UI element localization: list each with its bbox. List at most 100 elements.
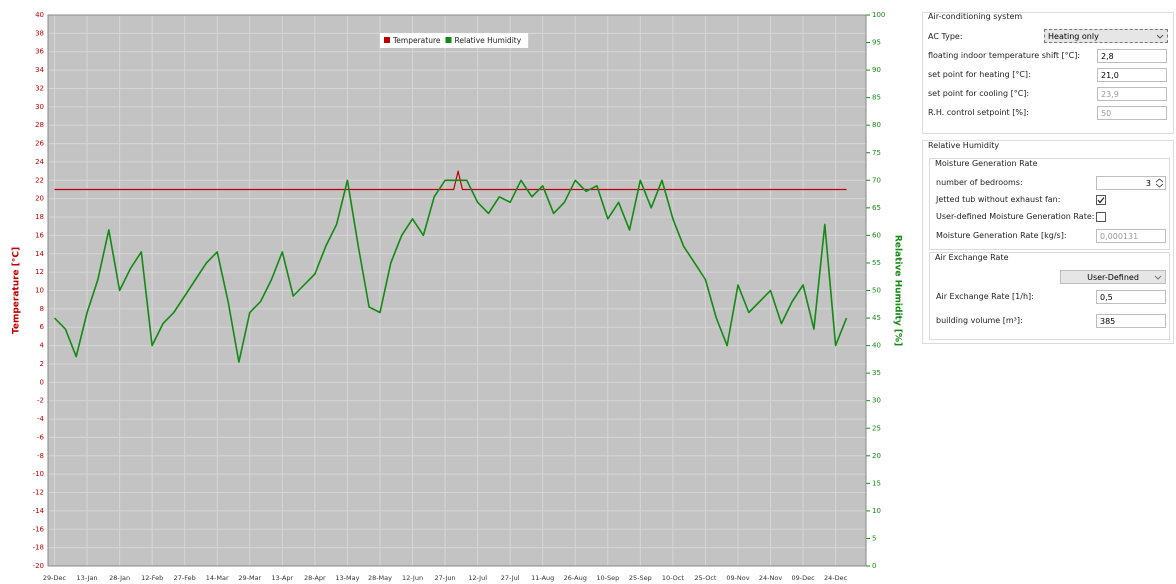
y-tick-label: 8 — [40, 305, 44, 313]
y-tick-label: 24 — [35, 158, 44, 166]
field-label: set point for heating [°C]: — [928, 70, 1031, 79]
group-title: Air-conditioning system — [928, 12, 1023, 21]
legend-label: Temperature — [392, 36, 441, 45]
y2-tick-label: 55 — [872, 259, 881, 267]
x-tick-label: 13-Apr — [271, 574, 293, 582]
y2-axis-title: Relative Humidity [%] — [893, 235, 903, 346]
field-label: floating indoor temperature shift [°C]: — [928, 51, 1081, 60]
air-exchange-group — [929, 252, 1170, 340]
field-label: AC Type: — [928, 32, 963, 41]
field-label: building volume [m³]: — [936, 316, 1023, 325]
plot-frame — [47, 14, 867, 567]
spinner-arrows — [1155, 178, 1164, 188]
dropdown[interactable]: User-Defined — [1060, 270, 1166, 284]
x-tick-label: 12-Jul — [468, 574, 487, 582]
x-tick-label: 27-Jun — [434, 574, 455, 582]
y-tick-label: -8 — [37, 452, 44, 460]
field-label: User-defined Moisture Generation Rate: — [936, 212, 1095, 221]
dropdown[interactable]: Heating only — [1044, 29, 1168, 43]
y2-tick-label: 5 — [872, 534, 876, 542]
group-title: Moisture Generation Rate — [935, 159, 1038, 168]
legend-swatch — [384, 37, 390, 43]
y2-tick-label: 85 — [872, 94, 881, 102]
y-tick-label: -4 — [37, 415, 45, 423]
y2-tick-label: 65 — [872, 204, 881, 212]
y2-tick-label: 70 — [872, 176, 881, 184]
group-title: Air Exchange Rate — [935, 253, 1009, 262]
x-tick-label: 24-Nov — [759, 574, 782, 582]
y-tick-label: 32 — [35, 84, 44, 92]
moisture-group — [929, 158, 1170, 250]
y-tick-label: 18 — [35, 213, 44, 221]
y2-tick-label: 40 — [872, 342, 881, 350]
text-input[interactable]: 23,9 — [1097, 87, 1167, 101]
checkbox[interactable] — [1096, 212, 1106, 222]
x-tick-label: 11-Aug — [531, 574, 554, 582]
y-tick-label: 2 — [40, 360, 44, 368]
rh-group — [922, 140, 1174, 344]
x-tick-label: 29-Mar — [238, 574, 261, 582]
legend-label: Relative Humidity — [455, 36, 522, 45]
x-tick-label: 12-Feb — [141, 574, 163, 582]
y2-tick-label: 80 — [872, 121, 881, 129]
legend-box — [380, 33, 529, 48]
dropdown-value: User-Defined — [1087, 273, 1139, 282]
chart: 29-Dec 13-Jan 28-Jan 12-Feb 27-Feb 14-Mar 29-M… — [12, 11, 903, 582]
text-input[interactable]: 0,5 — [1096, 290, 1166, 304]
y2-tick-label: 35 — [872, 369, 881, 377]
y-tick-label: -14 — [33, 507, 45, 515]
x-tick-label: 09-Nov — [726, 574, 749, 582]
x-tick-label: 13-May — [335, 574, 359, 582]
x-tick-label: 25-Sep — [629, 574, 652, 582]
text-input[interactable]: 0,000131 — [1096, 229, 1166, 243]
y-tick-label: 26 — [35, 140, 44, 148]
checkbox[interactable] — [1096, 195, 1106, 205]
y-tick-label: 36 — [35, 48, 44, 56]
y-tick-label: 30 — [35, 103, 44, 111]
ac-group — [922, 12, 1174, 134]
field-label: Moisture Generation Rate [kg/s]: — [936, 231, 1067, 240]
y-tick-label: 20 — [35, 195, 44, 203]
x-tick-label: 09-Dec — [791, 574, 815, 582]
field-label: number of bedrooms: — [936, 178, 1023, 187]
y2-tick-label: 60 — [872, 231, 881, 239]
text-input[interactable]: 385 — [1096, 314, 1166, 328]
x-tick-label: 25-Oct — [694, 574, 716, 582]
y-tick-label: 34 — [35, 66, 44, 74]
y2-tick-label: 75 — [872, 149, 881, 157]
y-tick-label: -10 — [33, 470, 44, 478]
y2-tick-label: 45 — [872, 314, 881, 322]
x-tick-label: 13-Jan — [77, 574, 98, 582]
x-tick-label: 27-Jul — [501, 574, 520, 582]
y-tick-label: 38 — [35, 29, 44, 37]
x-tick-label: 28-Apr — [304, 574, 326, 582]
x-tick-label: 14-Mar — [206, 574, 229, 582]
y-tick-label: -6 — [37, 433, 45, 441]
y2-tick-label: 100 — [872, 11, 885, 19]
y2-tick-label: 25 — [872, 424, 881, 432]
y-tick-label: -20 — [33, 562, 44, 570]
check-mark — [1097, 197, 1105, 204]
spinner[interactable]: 3 — [1096, 176, 1166, 190]
x-tick-label: 28-May — [368, 574, 392, 582]
y-tick-label: -16 — [33, 525, 45, 533]
y2-tick-label: 95 — [872, 39, 881, 47]
x-tick-label: 10-Sep — [596, 574, 619, 582]
y-tick-label: 40 — [35, 11, 44, 19]
text-input[interactable]: 50 — [1097, 106, 1167, 120]
legend-swatch — [445, 37, 452, 43]
spinner-value: 3 — [1145, 179, 1151, 188]
y-tick-label: 12 — [35, 268, 44, 276]
y-tick-label: 4 — [40, 342, 45, 350]
series-line — [53, 179, 848, 363]
field-label: set point for cooling [°C]: — [928, 89, 1030, 98]
y2-tick-label: 30 — [872, 397, 881, 405]
text-input[interactable]: 2,8 — [1097, 49, 1167, 63]
y-tick-label: 0 — [40, 378, 44, 386]
x-tick-label: 28-Jan — [109, 574, 130, 582]
y-tick-label: 6 — [40, 323, 45, 331]
y2-tick-label: 50 — [872, 287, 881, 295]
text-input[interactable]: 21,0 — [1097, 68, 1167, 82]
x-tick-label: 10-Oct — [662, 574, 684, 582]
